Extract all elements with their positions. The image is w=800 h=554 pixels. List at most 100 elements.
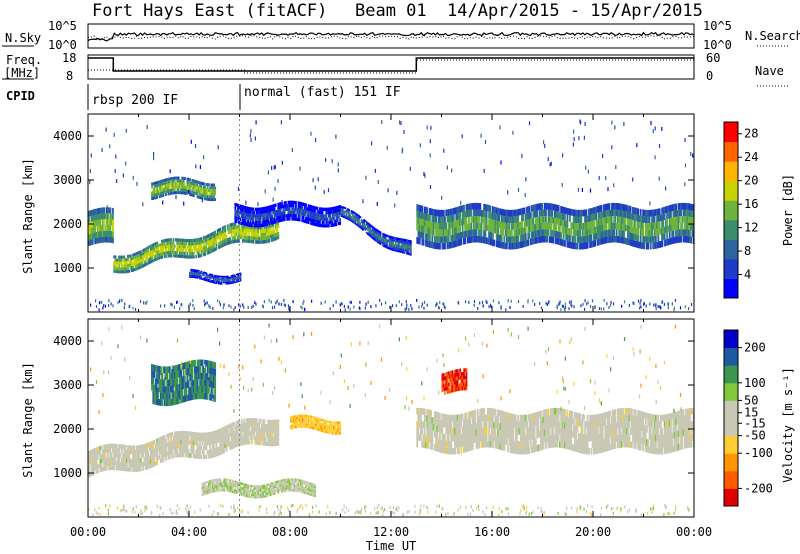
echo-cell bbox=[686, 236, 689, 243]
echo-cell bbox=[108, 219, 111, 225]
echo-cell bbox=[226, 489, 229, 492]
echo-cell bbox=[210, 281, 213, 283]
echo-cell bbox=[205, 276, 208, 279]
echo-cell bbox=[113, 270, 116, 273]
echo-cell bbox=[307, 419, 310, 422]
echo-cell bbox=[206, 274, 209, 276]
echo-cell bbox=[529, 218, 532, 226]
echo-cell bbox=[114, 461, 117, 466]
echo-cell bbox=[681, 222, 684, 230]
nave-label: Nave bbox=[755, 64, 784, 78]
echo-cell bbox=[255, 496, 258, 499]
echo-cell bbox=[205, 248, 208, 252]
echo-cell bbox=[685, 222, 688, 230]
echo-cell bbox=[264, 239, 267, 244]
echo-cell bbox=[269, 208, 272, 212]
echo-cell bbox=[369, 232, 372, 235]
echo-cell bbox=[220, 445, 223, 450]
echo-cell bbox=[210, 449, 213, 454]
echo-cell bbox=[202, 239, 205, 243]
echo-cell bbox=[114, 261, 117, 265]
echo-cell bbox=[394, 244, 397, 247]
echo-cell bbox=[588, 228, 590, 236]
echo-cell bbox=[225, 283, 228, 285]
echo-cell bbox=[114, 452, 117, 457]
echo-cell bbox=[319, 207, 321, 211]
echo-cell bbox=[239, 207, 242, 212]
echo-cell bbox=[490, 238, 493, 246]
echo-cell bbox=[667, 225, 670, 232]
echo-cell bbox=[555, 237, 557, 245]
echo-cell bbox=[585, 215, 588, 223]
echo-cell bbox=[334, 219, 337, 223]
echo-cell bbox=[368, 227, 371, 230]
sparse-cell bbox=[424, 173, 426, 178]
echo-cell bbox=[147, 455, 150, 461]
echo-cell bbox=[430, 208, 432, 215]
echo-cell bbox=[320, 217, 323, 221]
echo-cell bbox=[204, 484, 206, 487]
echo-cell bbox=[526, 239, 528, 247]
echo-cell bbox=[307, 217, 310, 221]
echo-cell bbox=[524, 226, 527, 234]
scatter-cell bbox=[580, 304, 582, 308]
echo-cell bbox=[199, 274, 201, 277]
echo-cell bbox=[334, 209, 337, 214]
echo-cell bbox=[137, 458, 140, 463]
echo-cell bbox=[555, 211, 557, 218]
echo-cell bbox=[125, 467, 128, 472]
echo-cell bbox=[277, 216, 280, 220]
echo-cell bbox=[667, 205, 670, 213]
echo-cell bbox=[557, 238, 560, 245]
sparse-cell bbox=[636, 143, 638, 148]
echo-cell bbox=[562, 206, 565, 214]
echo-cell bbox=[683, 202, 686, 210]
echo-cell bbox=[310, 221, 313, 225]
echo-cell bbox=[226, 238, 229, 242]
echo-cell bbox=[127, 449, 129, 454]
echo-cell bbox=[172, 251, 175, 255]
echo-cell bbox=[556, 237, 559, 245]
echo-cell bbox=[273, 233, 276, 238]
echo-cell bbox=[528, 205, 531, 213]
echo-cell bbox=[254, 207, 257, 211]
echo-cell bbox=[205, 188, 208, 192]
echo-cell bbox=[383, 240, 386, 243]
echo-cell bbox=[527, 206, 530, 213]
echo-cell bbox=[201, 487, 204, 490]
sparse-cell bbox=[105, 127, 107, 132]
echo-cell bbox=[230, 240, 233, 244]
echo-cell bbox=[183, 188, 186, 192]
echo-cell bbox=[354, 220, 357, 223]
echo-cell bbox=[231, 486, 234, 489]
echo-cell bbox=[386, 246, 388, 249]
echo-cell bbox=[671, 217, 674, 225]
echo-cell bbox=[190, 184, 193, 188]
echo-cell bbox=[420, 231, 422, 239]
echo-cell bbox=[167, 433, 170, 438]
echo-cell bbox=[494, 207, 497, 214]
echo-cell bbox=[237, 485, 239, 488]
echo-cell bbox=[225, 242, 228, 246]
echo-cell bbox=[663, 226, 666, 234]
echo-cell bbox=[192, 453, 195, 459]
echo-cell bbox=[340, 215, 343, 217]
echo-cell bbox=[432, 209, 435, 216]
echo-cell bbox=[201, 441, 204, 446]
echo-cell bbox=[295, 201, 297, 205]
echo-cell bbox=[266, 219, 268, 223]
sparse-cell bbox=[480, 133, 482, 138]
echo-cell bbox=[585, 242, 588, 249]
echo-cell bbox=[493, 219, 496, 227]
echo-cell bbox=[533, 230, 536, 238]
sparse-cell bbox=[371, 141, 373, 146]
echo-cell bbox=[225, 425, 228, 430]
scatter-cell bbox=[118, 300, 120, 303]
echo-cell bbox=[518, 241, 521, 249]
scatter-cell bbox=[233, 308, 235, 312]
echo-cell bbox=[213, 189, 215, 193]
echo-cell bbox=[272, 437, 275, 442]
echo-cell bbox=[243, 431, 246, 437]
scatter-cell bbox=[667, 302, 669, 306]
